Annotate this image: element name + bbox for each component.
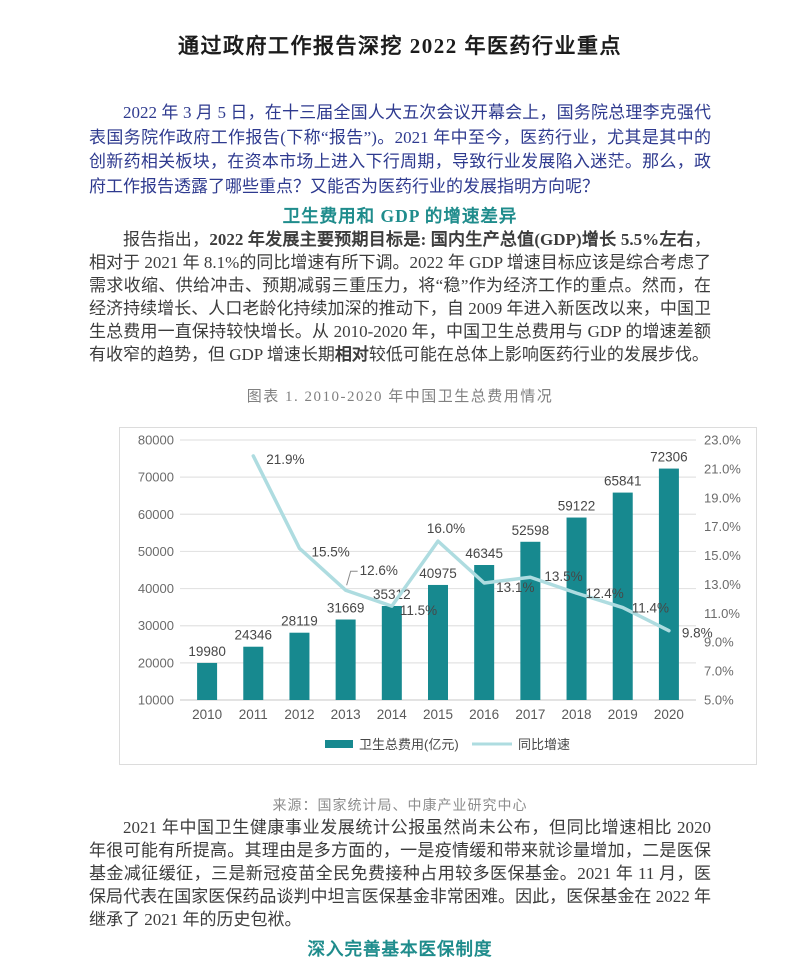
- growth-line: [251, 454, 671, 633]
- bar-value-label: 40975: [419, 566, 457, 581]
- right-axis-tick-label: 19.0%: [704, 490, 741, 505]
- legend-bar-label: 卫生总费用(亿元): [359, 737, 459, 752]
- bar-2016: [474, 565, 495, 700]
- bar-value-label: 46345: [465, 546, 503, 561]
- x-axis-label: 2019: [608, 707, 638, 722]
- left-axis-tick-label: 60000: [138, 507, 174, 522]
- x-axis-label: 2015: [423, 707, 453, 722]
- left-axis-tick-label: 20000: [138, 655, 174, 670]
- line-point-label: 12.6%: [360, 563, 398, 578]
- right-axis-ticks: 5.0% 7.0% 9.0% 11.0% 13.0% 15.0% 17.0% 19.0% 21.…: [704, 433, 741, 708]
- section-heading-health-gdp: 卫生费用和 GDP 的增速差异: [282, 206, 518, 226]
- line-point-label: 13.5%: [544, 569, 582, 584]
- left-axis-tick-label: 50000: [138, 544, 174, 559]
- chart-legend: 卫生总费用(亿元) 同比增速: [325, 737, 570, 752]
- body-text: 报告指出，: [123, 230, 210, 249]
- legend-line-label: 同比增速: [518, 737, 570, 752]
- bar-2012: [289, 632, 310, 700]
- label-leader-line: [346, 570, 358, 586]
- bar-2015: [428, 584, 448, 700]
- bar-2013: [335, 619, 356, 700]
- page-title: 通过政府工作报告深挖 2022 年医药行业重点: [178, 34, 622, 58]
- bar-2010: [197, 662, 218, 700]
- bar-value-label: 52598: [512, 523, 550, 538]
- line-point-label: 11.5%: [400, 603, 437, 618]
- analysis-paragraph: 2021 年中国卫生健康事业发展统计公报虽然尚未公布，但同比增速相比 2020 …: [89, 818, 711, 929]
- right-axis-tick-label: 9.0%: [704, 635, 734, 650]
- bar-value-label: 59122: [558, 499, 596, 514]
- left-axis-tick-label: 30000: [138, 618, 174, 633]
- figure-source: 来源：国家统计局、中康产业研究中心: [272, 799, 528, 814]
- intro-paragraph: 2022 年 3 月 5 日，在十三届全国人大五次会议开幕会上，国务院总理李克强…: [89, 103, 711, 196]
- chart-canvas: 10000 20000 30000 40000 50000 60000 70000 80000…: [138, 433, 741, 753]
- line-point-label: 13.1%: [496, 580, 534, 595]
- left-axis-tick-label: 10000: [138, 693, 174, 708]
- bar-value-label: 19980: [188, 644, 226, 659]
- bar-value-label: 24346: [234, 628, 272, 643]
- x-axis-label: 2012: [284, 707, 314, 722]
- right-axis-tick-label: 11.0%: [704, 606, 740, 621]
- section-heading-medical-insurance: 深入完善基本医保制度: [307, 939, 493, 959]
- bar-2017: [520, 541, 541, 700]
- bar-2011: [243, 646, 264, 700]
- x-axis-label: 2016: [469, 707, 499, 722]
- right-axis-tick-label: 23.0%: [704, 433, 741, 448]
- bar-value-label: 28119: [281, 614, 318, 629]
- health-expenditure-chart: 10000 20000 30000 40000 50000 60000 70000 80000…: [119, 427, 757, 765]
- x-axis-label: 2017: [515, 707, 545, 722]
- bar-2020: [658, 468, 679, 700]
- line-series-yoy-growth: 21.9% 15.5% 12.6% 11.5% 16.0% 13.1% 13.5% 12.4%…: [251, 452, 713, 641]
- section1-paragraph: 报告指出，2022 年发展主要预期目标是: 国内生产总值(GDP)增长 5.5%…: [89, 228, 711, 366]
- bar-2014: [381, 605, 402, 700]
- left-axis-tick-label: 40000: [138, 581, 174, 596]
- x-axis-label: 2011: [239, 707, 268, 722]
- left-axis-ticks: 10000 20000 30000 40000 50000 60000 70000 80000: [138, 433, 174, 708]
- x-axis-label: 2014: [377, 707, 408, 722]
- x-axis-label: 2020: [654, 707, 684, 722]
- line-point-label: 16.0%: [427, 521, 465, 536]
- line-point-label: 21.9%: [266, 452, 304, 467]
- x-axis-label: 2013: [331, 707, 361, 722]
- figure-caption: 图表 1. 2010-2020 年中国卫生总费用情况: [246, 389, 554, 405]
- x-axis-label: 2018: [562, 707, 592, 722]
- bar-value-label: 72306: [650, 450, 688, 465]
- x-axis-label: 2010: [192, 707, 222, 722]
- bar-value-label: 65841: [604, 474, 642, 489]
- right-axis-tick-label: 15.0%: [704, 548, 741, 563]
- right-axis-tick-label: 17.0%: [704, 519, 741, 534]
- right-axis-tick-label: 7.0%: [704, 664, 734, 679]
- left-axis-tick-label: 70000: [138, 470, 174, 485]
- bar-series-health-expenditure: 1998020102434620112811920123166920133531…: [188, 450, 687, 722]
- bar-value-label: 31669: [327, 601, 365, 616]
- body-text: ，相对于 2021 年 8.1%的同比增速有所下调。2022 年 GDP 增速目…: [89, 230, 711, 364]
- bar-2018: [566, 517, 587, 700]
- line-point-label: 9.8%: [682, 626, 713, 641]
- body-text: 较低可能在总体上影响医药行业的发展步伐。: [368, 345, 709, 364]
- line-point-label: 15.5%: [311, 544, 349, 559]
- left-axis-tick-label: 80000: [138, 433, 174, 448]
- line-point-label: 11.4%: [632, 601, 669, 616]
- right-axis-tick-label: 5.0%: [704, 693, 734, 708]
- line-point-label: 12.4%: [586, 586, 624, 601]
- emphasized-text: 2022 年发展主要预期目标是: 国内生产总值(GDP)增长 5.5%左右: [209, 230, 694, 249]
- right-axis-tick-label: 21.0%: [704, 461, 741, 476]
- bar-2019: [612, 492, 633, 700]
- emphasized-text: 相对: [334, 345, 369, 364]
- right-axis-tick-label: 13.0%: [704, 577, 741, 592]
- legend-bar-swatch: [325, 740, 353, 748]
